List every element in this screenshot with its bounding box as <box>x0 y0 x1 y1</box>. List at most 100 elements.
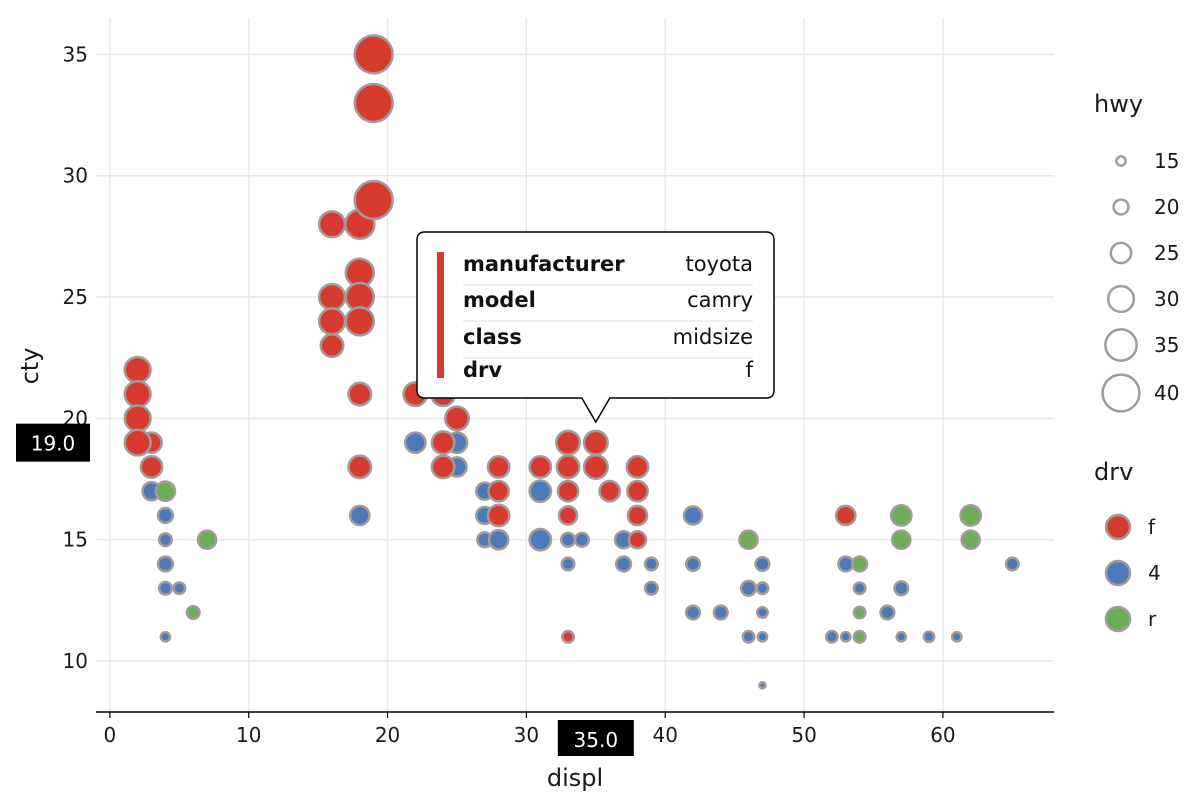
data-point <box>755 606 769 619</box>
x-axis-title: displ <box>547 764 603 792</box>
data-point <box>353 34 394 75</box>
data-point <box>922 630 936 644</box>
data-point <box>1004 556 1020 572</box>
data-point <box>317 282 347 312</box>
data-point <box>487 528 510 551</box>
size-legend-label: 20 <box>1154 195 1179 219</box>
x-tick-label: 0 <box>104 723 117 747</box>
data-point <box>347 381 373 407</box>
x-tick-label: 50 <box>791 723 816 747</box>
color-legend-label: r <box>1148 607 1157 631</box>
data-point <box>824 629 839 644</box>
data-point <box>614 555 633 573</box>
tooltip-value: midsize <box>673 325 753 349</box>
color-legend-key <box>1104 513 1132 541</box>
data-point <box>344 306 376 337</box>
data-point <box>755 581 770 596</box>
data-point <box>139 454 164 479</box>
data-point <box>895 630 908 643</box>
x-tick-label: 40 <box>653 723 678 747</box>
data-point <box>353 179 394 221</box>
data-point <box>317 307 347 336</box>
y-hover-marker <box>16 423 90 462</box>
data-point <box>852 581 867 596</box>
tooltip-key: manufacturer <box>463 252 625 276</box>
size-legend-label: 15 <box>1154 149 1179 173</box>
data-point <box>172 581 187 596</box>
tooltip-key: model <box>463 288 536 312</box>
data-point <box>950 630 963 643</box>
y-tick-label: 35 <box>63 42 88 66</box>
data-point <box>889 504 913 527</box>
data-point <box>185 604 201 621</box>
data-point <box>852 629 867 644</box>
data-point <box>643 580 659 596</box>
x-tick-label: 60 <box>930 723 955 747</box>
data-point <box>157 532 173 548</box>
data-point <box>852 605 867 620</box>
data-point <box>741 629 756 644</box>
data-point <box>738 529 759 551</box>
data-point <box>486 503 511 528</box>
tooltip-color-bar <box>437 252 444 378</box>
data-point <box>712 604 729 621</box>
data-point <box>123 355 152 385</box>
data-point <box>643 556 659 572</box>
x-hover-marker-label: 35.0 <box>574 728 619 752</box>
data-point <box>196 529 218 551</box>
tooltip-key: drv <box>463 358 502 382</box>
y-tick-label: 30 <box>63 164 88 188</box>
data-point <box>123 379 152 409</box>
data-point <box>739 579 758 597</box>
x-tick-label: 30 <box>514 723 539 747</box>
data-point <box>598 479 622 503</box>
tooltip-key: class <box>463 325 522 349</box>
data-point <box>528 479 553 504</box>
data-point <box>317 210 347 239</box>
data-point <box>960 529 981 551</box>
data-point <box>154 480 177 503</box>
data-point <box>123 428 152 457</box>
color-legend-label: f <box>1148 515 1156 539</box>
data-point <box>159 630 172 643</box>
size-legend-label: 30 <box>1154 287 1179 311</box>
data-point <box>528 527 553 552</box>
data-point <box>890 529 912 551</box>
data-point <box>353 82 394 124</box>
data-point <box>893 580 910 597</box>
data-point <box>347 454 373 480</box>
data-point <box>348 504 371 527</box>
data-point <box>573 531 591 548</box>
data-point <box>430 454 456 480</box>
tooltip-value: f <box>746 358 754 382</box>
data-point <box>123 404 152 433</box>
size-legend-label: 40 <box>1154 381 1179 405</box>
data-point <box>557 505 579 526</box>
data-point <box>627 529 648 550</box>
data-point <box>487 479 511 503</box>
data-point <box>682 505 704 526</box>
data-point <box>582 453 609 480</box>
data-point <box>834 504 857 527</box>
size-legend-label: 35 <box>1154 333 1179 357</box>
data-point <box>156 506 175 525</box>
data-point <box>430 430 456 456</box>
data-point <box>555 429 582 456</box>
data-point <box>837 555 855 573</box>
x-tick-label: 10 <box>236 723 261 747</box>
data-point <box>556 479 580 503</box>
data-point <box>959 504 983 527</box>
y-tick-label: 15 <box>63 528 88 552</box>
data-point <box>839 630 852 643</box>
x-tick-label: 20 <box>375 723 400 747</box>
data-point <box>758 681 767 690</box>
hover-overlay: 35.0 19.0 manufacturer toyota model camry clas… <box>16 231 775 756</box>
data-point <box>879 604 896 621</box>
y-tick-label: 25 <box>63 285 88 309</box>
data-point <box>443 405 471 432</box>
y-axis-title: cty <box>16 348 44 385</box>
color-legend-key <box>1104 559 1132 587</box>
data-point <box>754 555 771 573</box>
